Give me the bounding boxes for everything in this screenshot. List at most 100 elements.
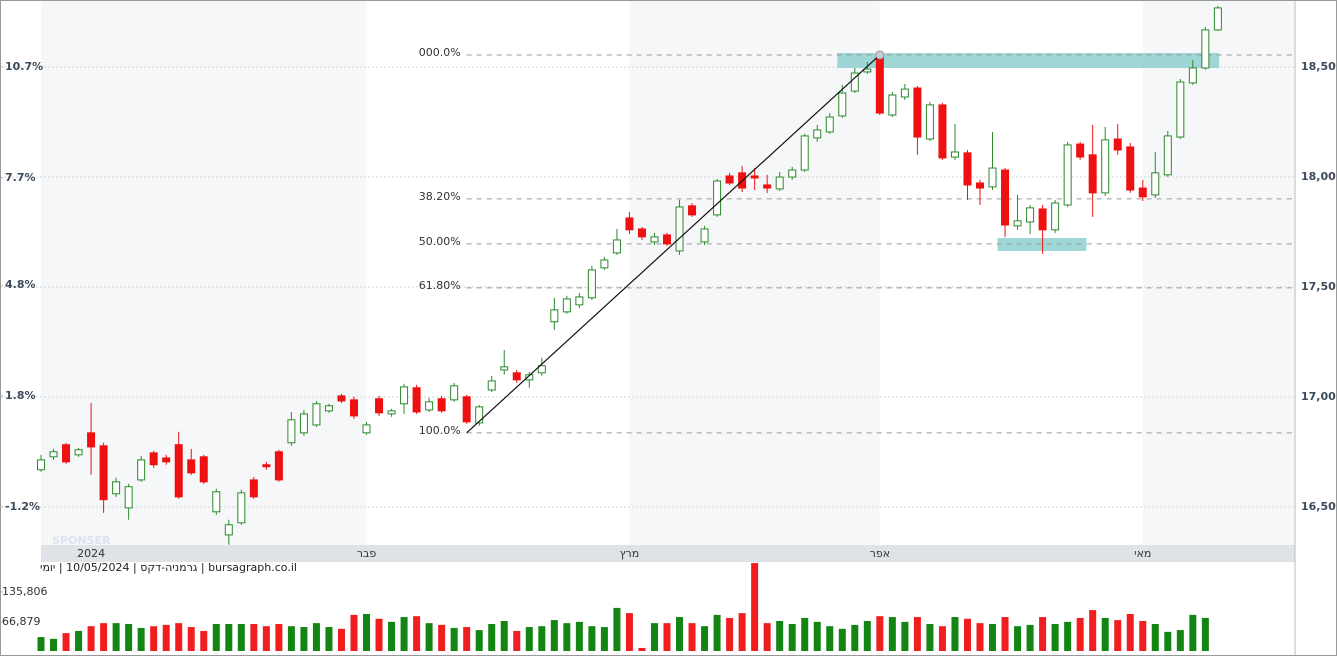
candle-body <box>224 524 233 536</box>
volume-bar <box>212 624 220 651</box>
volume-bar <box>425 623 433 651</box>
x-tick-label: פבר <box>357 547 377 560</box>
candle-body <box>362 424 371 434</box>
volume-bar <box>976 623 984 651</box>
candle-body <box>863 68 872 73</box>
volume-bar <box>1051 624 1059 651</box>
candle-body <box>500 366 509 371</box>
y-tick-label: 17,000 <box>1301 390 1337 403</box>
volume-tick-label: 135,806 <box>2 585 48 598</box>
candle-body <box>74 449 83 456</box>
candle-body <box>637 228 646 238</box>
volume-bar <box>125 624 133 651</box>
volume-bar <box>575 621 583 651</box>
month-band <box>629 0 880 545</box>
volume-bar <box>1076 617 1084 651</box>
volume-bar <box>938 626 946 651</box>
zone <box>997 237 1087 251</box>
volume-bar <box>1026 624 1034 651</box>
trendline <box>466 54 881 434</box>
candle-body <box>625 217 634 231</box>
fib-label: 61.80% <box>419 279 461 292</box>
candle-body <box>487 380 496 391</box>
volume-bar <box>312 623 320 651</box>
volume-bar <box>613 607 621 651</box>
zone <box>837 53 1220 68</box>
candle-body <box>237 492 246 524</box>
candle-body <box>650 236 659 243</box>
candle-body <box>412 387 421 413</box>
volume-bar <box>688 623 696 651</box>
volume-bar <box>701 626 709 651</box>
candle-body <box>425 401 434 411</box>
volume-bar <box>776 620 784 651</box>
candle-body <box>1163 135 1172 176</box>
volume-bar <box>75 630 83 651</box>
candle-body <box>174 444 183 498</box>
fib-label: 000.0% <box>419 46 461 59</box>
candle-body <box>99 445 108 501</box>
volume-bar <box>175 623 183 651</box>
candle-body <box>938 104 947 159</box>
volume-bar <box>600 627 608 651</box>
candle-body <box>875 54 884 114</box>
volume-bar <box>638 647 646 651</box>
candle-body <box>400 386 409 405</box>
volume-bar <box>625 613 633 651</box>
candle-body <box>838 92 847 117</box>
fib-label: 50.00% <box>419 235 461 248</box>
volume-bar <box>801 617 809 651</box>
volume-bar <box>1114 620 1122 651</box>
y-tick-label: 18,500 <box>1301 60 1337 73</box>
fib-label: 38.20% <box>419 190 461 203</box>
candle-body <box>1051 202 1060 231</box>
volume-bar <box>525 627 533 651</box>
volume-bar <box>1101 617 1109 651</box>
volume-bar <box>588 626 596 651</box>
x-tick-label: 2024 <box>77 547 105 560</box>
y2-tick-label: 7.7% <box>5 171 36 184</box>
candle-body <box>149 452 158 466</box>
volume-bar <box>951 617 959 651</box>
candle-body <box>1113 138 1122 151</box>
volume-bar <box>475 630 483 651</box>
volume-tick-label: 66,879 <box>2 615 41 628</box>
volume-bar <box>413 616 421 651</box>
candle-body <box>187 459 196 474</box>
volume-bar <box>851 624 859 651</box>
volume-bar <box>250 624 258 651</box>
volume-bar <box>513 630 521 651</box>
candle-body <box>212 491 221 513</box>
x-tick-label: אפר <box>870 547 890 560</box>
candle-body <box>750 175 759 179</box>
volume-bar <box>963 618 971 651</box>
volume-bar <box>989 624 997 651</box>
volume-bar <box>162 624 170 651</box>
candle-body <box>124 486 133 509</box>
candle-body <box>1176 81 1185 138</box>
candle-body <box>775 176 784 190</box>
volume-bar <box>1201 617 1209 651</box>
volume-bar <box>538 626 546 651</box>
volume-bar <box>225 624 233 651</box>
volume-bar <box>813 621 821 651</box>
volume-bar <box>1164 631 1172 651</box>
candle-body <box>1101 139 1110 194</box>
candle-body <box>387 410 396 415</box>
candle-body <box>1138 187 1147 198</box>
candle-body <box>274 451 283 481</box>
volume-bar <box>751 563 759 651</box>
candle-body <box>1026 207 1035 223</box>
volume-bar <box>187 627 195 651</box>
candle-body <box>800 135 809 171</box>
candle-body <box>925 104 934 140</box>
volume-bar <box>150 626 158 651</box>
volume-bar <box>826 626 834 651</box>
candle-body <box>437 398 446 412</box>
volume-bar <box>1089 610 1097 651</box>
y-tick-label: 16,500 <box>1301 500 1337 513</box>
volume-bar <box>137 627 145 651</box>
candle-body <box>913 87 922 138</box>
candle-body <box>1213 7 1222 31</box>
candle-body <box>249 479 258 498</box>
